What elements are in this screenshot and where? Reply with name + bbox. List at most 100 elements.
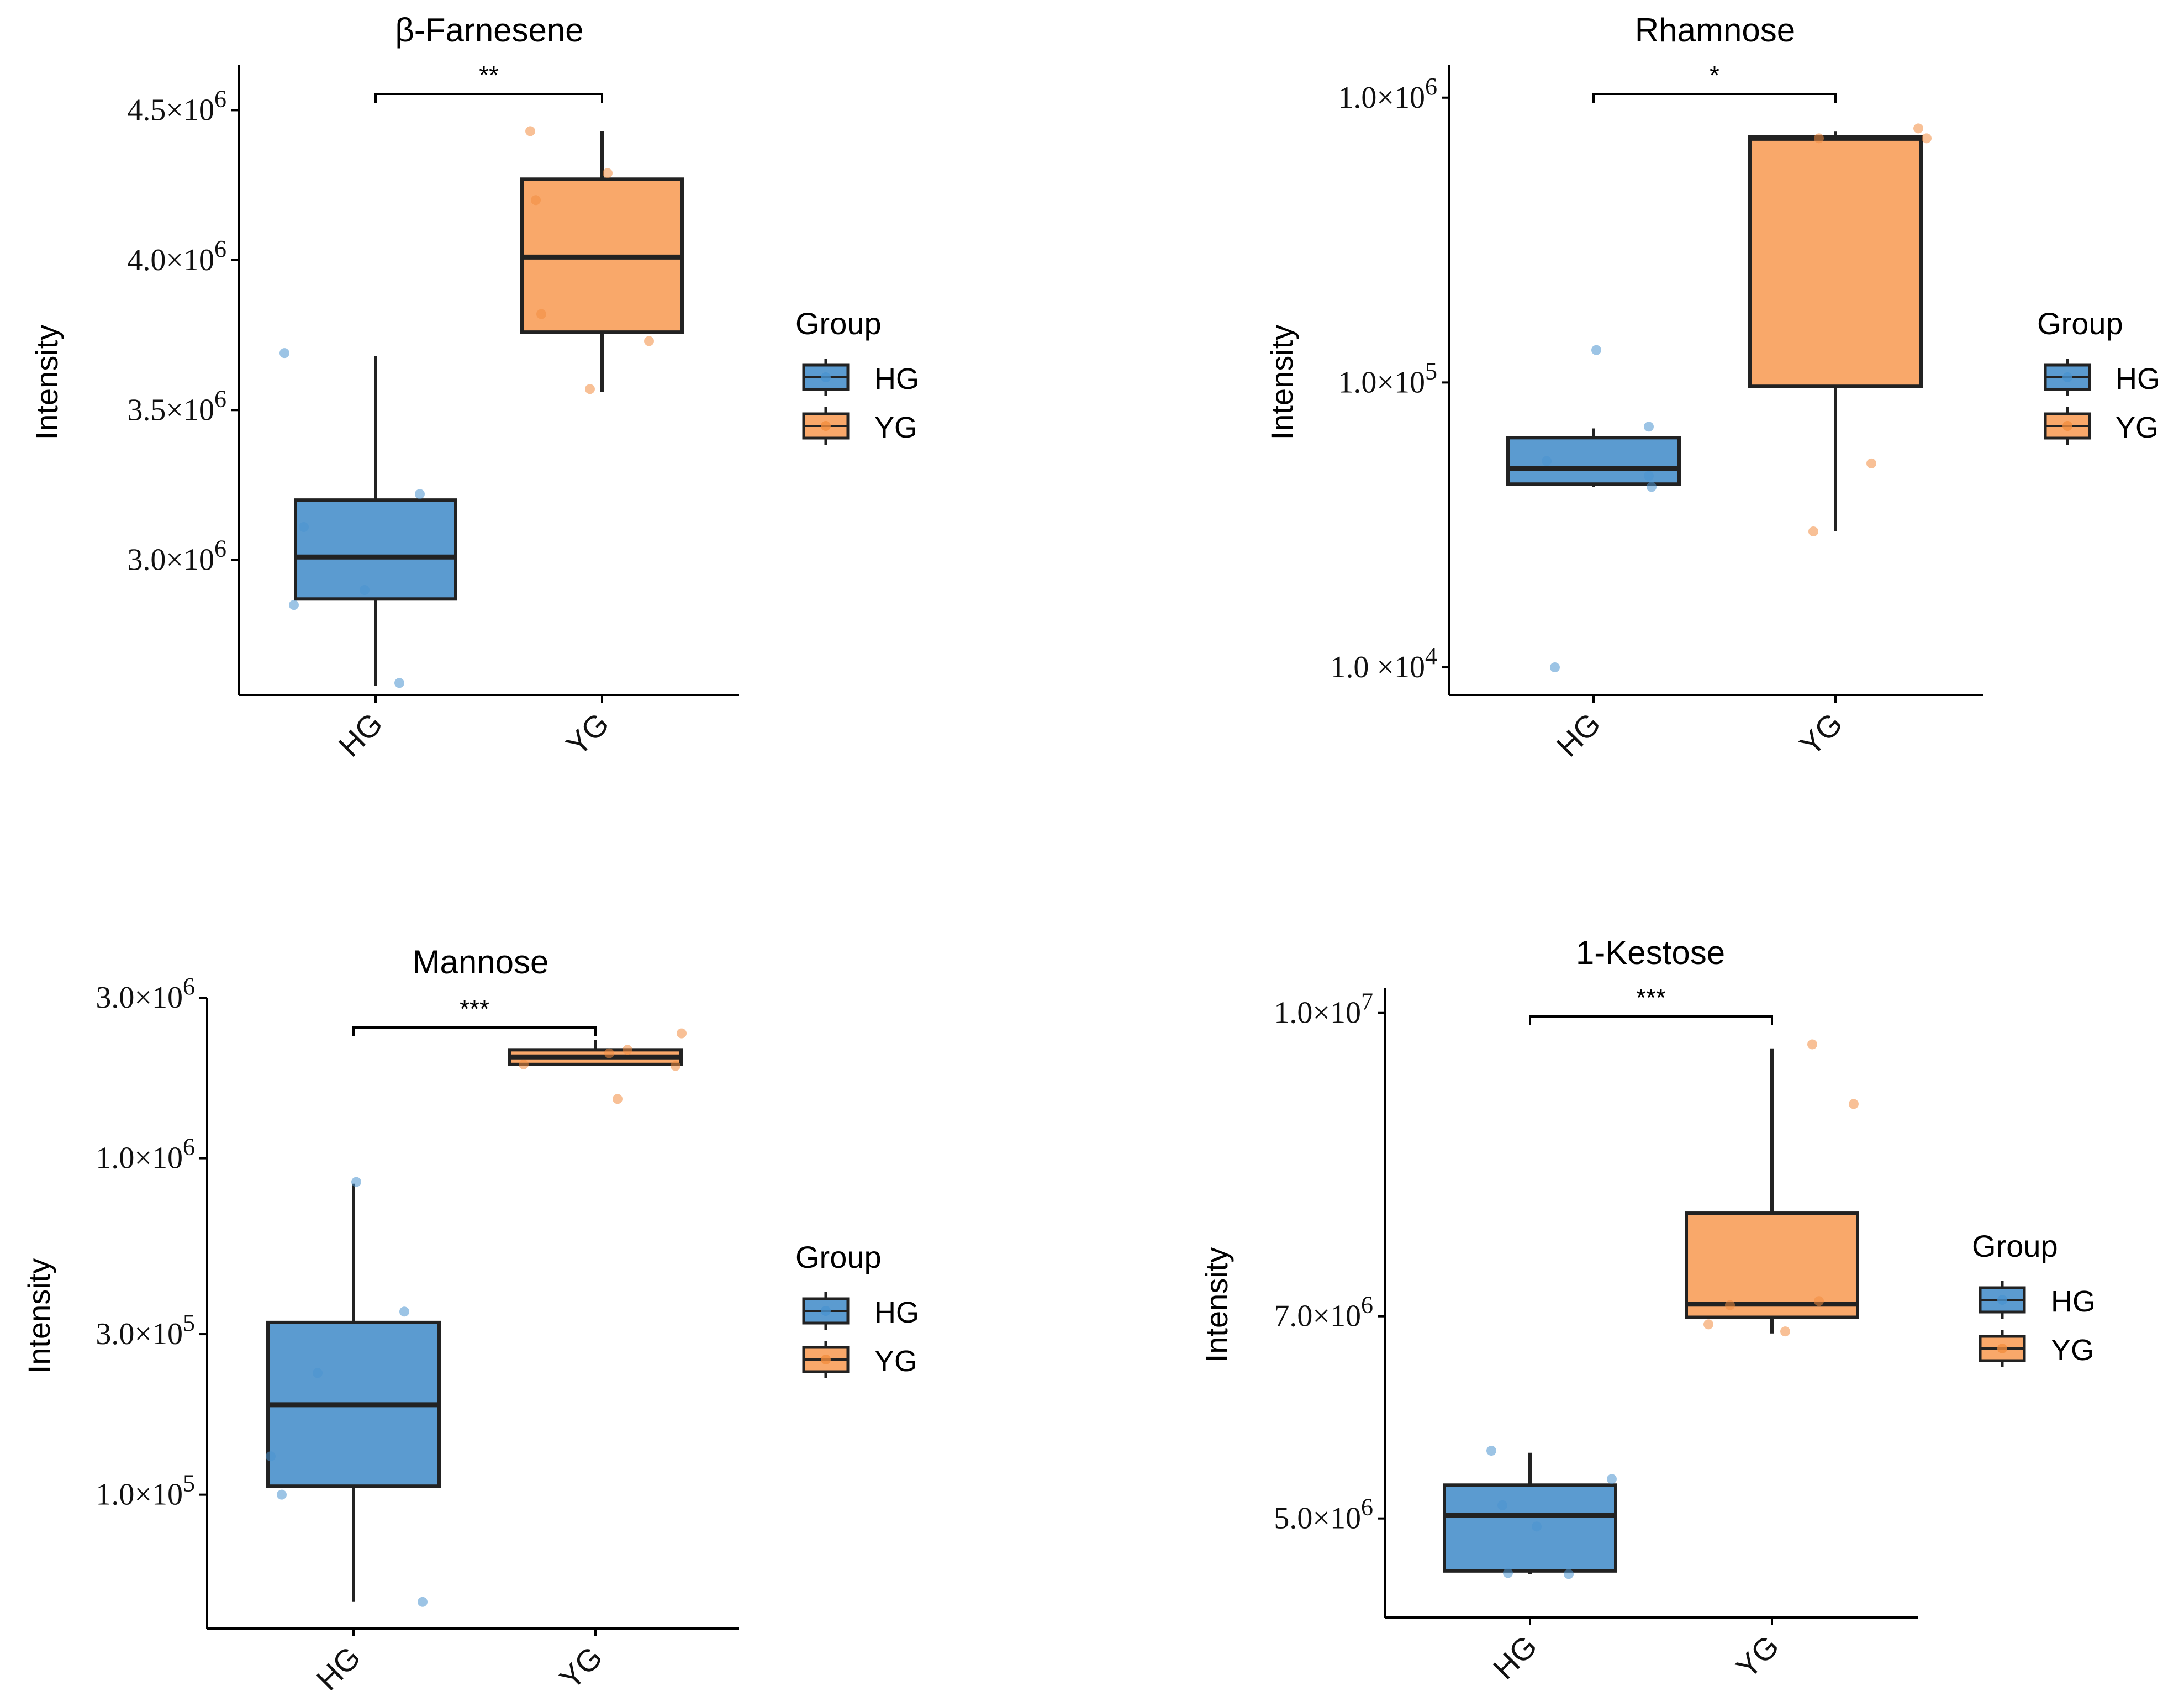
data-point — [1703, 1319, 1713, 1330]
points — [279, 126, 654, 688]
data-point — [603, 168, 613, 178]
data-point — [1644, 471, 1654, 481]
data-point — [525, 126, 535, 136]
data-point — [1591, 345, 1601, 355]
box-yg — [1685, 1211, 1859, 1319]
data-point — [418, 1597, 428, 1607]
bracket-line — [1529, 1015, 1773, 1025]
legend-label-hg: HG — [2116, 362, 2160, 396]
y-tick-label: 1.0×107 — [1274, 988, 1373, 1030]
data-point — [1564, 1569, 1574, 1579]
points — [1486, 1039, 1859, 1579]
x-ticks: HG YG — [332, 695, 616, 763]
legend: Group HG YG — [1972, 1229, 2096, 1367]
y-axis-label: Intensity — [1264, 325, 1299, 440]
data-point — [1497, 1500, 1507, 1510]
x-ticks: HG YG — [1486, 1618, 1786, 1686]
data-point — [266, 1451, 276, 1462]
data-point — [613, 1094, 623, 1104]
bracket-line — [1592, 93, 1837, 103]
legend-key-hg-glyph — [2044, 359, 2091, 396]
data-point — [1532, 1521, 1542, 1532]
y-tick-label: 1.0×105 — [1338, 357, 1437, 399]
significance-label: * — [1710, 61, 1719, 89]
data-point — [1807, 1039, 1817, 1050]
data-point — [1814, 1296, 1824, 1306]
y-tick-label: 3.5×106 — [127, 385, 226, 427]
data-point — [1780, 1326, 1790, 1337]
legend-label-hg: HG — [874, 362, 919, 396]
y-ticks: 5.0×106 7.0×106 1.0×107 — [1274, 988, 1385, 1536]
y-tick-label: 1.0×106 — [1338, 73, 1437, 115]
legend-key-yg — [802, 407, 850, 445]
x-tick-label: YG — [1793, 706, 1849, 762]
data-point — [299, 522, 309, 532]
box-hg — [1443, 1483, 1617, 1573]
legend-key-hg-glyph — [802, 1292, 850, 1330]
y-axis-label: Intensity — [29, 325, 64, 440]
box-yg — [1748, 135, 1923, 388]
legend: Group HG YG — [795, 1240, 919, 1378]
y-tick-label: 4.5×106 — [127, 85, 226, 127]
y-ticks: 3.0×106 3.5×106 4.0×106 4.5×106 — [127, 85, 239, 577]
legend-key-yg-point — [821, 1355, 831, 1364]
legend-title: Group — [795, 306, 882, 341]
legend-key-yg-point — [2062, 421, 2072, 431]
panel-rhamnose: Rhamnose Intensity 1.0 ×104 1.0×105 1.0×10… — [1264, 12, 2160, 763]
points — [1542, 123, 1932, 673]
significance-bracket — [352, 1026, 597, 1036]
legend-key-yg-point — [821, 421, 831, 431]
bracket-line — [352, 1026, 597, 1036]
data-point — [1503, 1568, 1513, 1578]
data-point — [1550, 662, 1560, 673]
x-tick-label: HG — [1486, 1629, 1544, 1686]
boxes — [1506, 131, 1923, 532]
x-ticks: HG YG — [310, 1629, 609, 1697]
legend-label-yg: YG — [874, 411, 917, 444]
boxes — [294, 131, 684, 686]
legend-key-yg-point — [1997, 1344, 2007, 1353]
data-point — [360, 585, 370, 595]
bracket-line — [374, 93, 603, 103]
y-tick-label: 1.0×105 — [96, 1470, 195, 1512]
legend-label-hg: HG — [2051, 1285, 2096, 1318]
legend: Group HG YG — [795, 306, 919, 445]
legend-key-hg — [1979, 1281, 2026, 1319]
data-point — [277, 1489, 287, 1500]
legend-key-yg — [1979, 1330, 2026, 1367]
data-point — [313, 1368, 323, 1378]
data-point — [519, 1059, 529, 1069]
significance-bracket — [1592, 93, 1837, 103]
data-point — [1913, 123, 1923, 134]
axes — [206, 998, 739, 1630]
y-tick-label: 7.0×106 — [1274, 1292, 1373, 1334]
x-tick-label: YG — [553, 1640, 609, 1696]
x-tick-label: YG — [1729, 1629, 1786, 1685]
data-point — [279, 348, 289, 359]
y-ticks: 1.0×105 3.0×105 1.0×106 3.0×106 — [96, 973, 207, 1512]
box-hg — [294, 498, 457, 601]
data-point — [1814, 133, 1824, 144]
significance-label: *** — [460, 994, 489, 1023]
legend-title: Group — [2037, 306, 2123, 341]
legend-key-hg-point — [821, 372, 831, 382]
data-point — [1808, 526, 1818, 537]
x-tick-label: YG — [560, 706, 616, 762]
legend-label-hg: HG — [874, 1296, 919, 1329]
data-point — [1607, 1474, 1617, 1484]
significance-label: *** — [1636, 983, 1666, 1012]
data-point — [1542, 456, 1552, 466]
y-tick-label: 3.0×105 — [96, 1309, 195, 1351]
legend-label-yg: YG — [874, 1345, 917, 1378]
axes — [238, 65, 739, 696]
legend-key-hg-point — [821, 1306, 831, 1316]
legend-key-hg — [802, 1292, 850, 1330]
significance-bracket — [1529, 1015, 1773, 1025]
legend-key-yg-glyph — [2044, 407, 2091, 445]
data-point — [1725, 1300, 1735, 1310]
points — [266, 1028, 687, 1607]
legend-label-yg: YG — [2051, 1334, 2094, 1367]
data-point — [351, 1177, 361, 1187]
legend-key-hg-point — [1997, 1295, 2007, 1305]
data-point — [1849, 1099, 1859, 1109]
